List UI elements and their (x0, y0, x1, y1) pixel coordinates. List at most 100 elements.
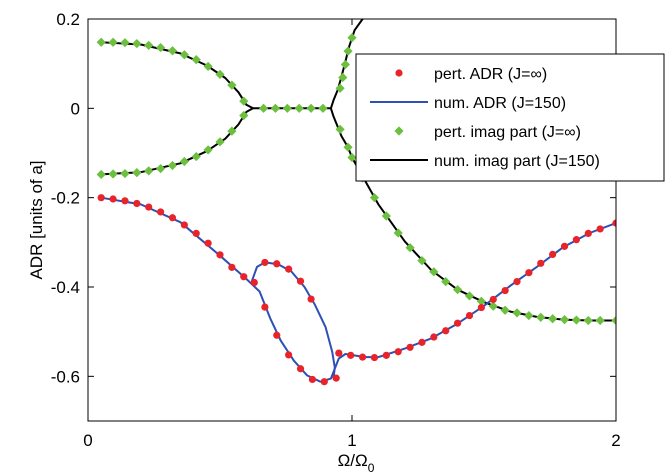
data-point-diamond (512, 308, 522, 318)
data-point-dot (109, 195, 117, 203)
data-point-diamond (167, 46, 178, 56)
data-point-dot (370, 353, 379, 362)
x-tick-label: 0 (83, 431, 92, 450)
data-point-dot (465, 311, 474, 320)
legend: pert. ADR (J=∞) num. ADR (J=150) pert. i… (355, 53, 665, 182)
data-point-diamond (536, 312, 546, 322)
data-point-diamond (500, 305, 510, 315)
data-point-dot (307, 295, 315, 303)
data-point-dot (477, 303, 485, 312)
data-point-dot (549, 250, 557, 258)
data-point-dot (560, 242, 569, 250)
data-point-diamond (167, 160, 178, 171)
data-point-diamond (393, 228, 403, 238)
data-point-dot (97, 194, 105, 202)
data-point-diamond (340, 59, 350, 70)
data-point-diamond (239, 96, 249, 106)
data-point-dot (285, 265, 293, 273)
data-point-diamond (270, 103, 281, 113)
data-point-diamond (120, 38, 130, 48)
data-point-diamond (335, 124, 345, 134)
data-point-diamond (318, 103, 328, 113)
data-point-diamond (405, 243, 415, 253)
data-point-diamond (294, 103, 304, 113)
data-point-diamond (179, 50, 189, 60)
data-point-diamond (548, 314, 558, 324)
data-point-diamond (571, 315, 581, 325)
data-point-dot (250, 278, 258, 287)
data-point-dot (216, 251, 224, 259)
x-tick-label: 2 (611, 431, 620, 450)
data-point-diamond (611, 315, 616, 326)
data-point-dot (168, 214, 177, 222)
data-point-dot (180, 221, 188, 229)
data-point-diamond (338, 72, 348, 83)
x-tick-label: 1 (347, 431, 356, 450)
data-point-dot (261, 303, 269, 311)
data-point-dot (525, 269, 533, 277)
x-axis-title: Ω/Ω0 (338, 451, 375, 475)
data-point-diamond (524, 310, 534, 321)
data-point-diamond (191, 55, 201, 65)
data-point-dot (382, 351, 390, 359)
series-layer (96, 19, 616, 386)
legend-marker-dot (395, 69, 403, 77)
data-point-diamond (108, 169, 118, 179)
data-point-diamond (417, 256, 427, 266)
data-point-diamond (203, 61, 213, 71)
y-tick-label: -0.2 (51, 189, 80, 208)
y-tick-label: -0.6 (51, 367, 80, 386)
data-point-diamond (429, 267, 439, 277)
data-point-dot (572, 236, 581, 244)
data-point-diamond (144, 40, 154, 50)
data-point-diamond (179, 156, 189, 167)
data-point-diamond (347, 33, 357, 43)
legend-marker-diamond (394, 126, 404, 136)
data-point-diamond (583, 315, 593, 326)
data-point-diamond (488, 301, 498, 311)
data-point-dot (296, 277, 305, 285)
data-point-diamond (559, 315, 570, 325)
data-point-dot (285, 351, 293, 359)
data-point-diamond (464, 291, 475, 301)
y-tick-label: 0.2 (56, 10, 80, 29)
y-axis-title: ADR [units of a] (27, 160, 46, 279)
tick-layer: 0 1 2 -0.6 -0.4 -0.2 0 0.2 (51, 10, 621, 450)
data-point-dot (320, 378, 328, 386)
data-point-dot (335, 349, 343, 357)
data-point-dot (394, 348, 402, 356)
data-point-dot (489, 295, 497, 304)
data-point-dot (308, 375, 316, 384)
data-point-dot (406, 343, 414, 351)
data-point-diamond (347, 152, 357, 163)
legend-label-2: pert. imag part (J=∞) (434, 124, 581, 141)
data-point-dot (513, 278, 521, 286)
data-point-dot (347, 351, 355, 359)
data-point-dot (430, 333, 438, 341)
data-point-diamond (156, 164, 166, 174)
data-point-diamond (381, 211, 391, 221)
data-point-dot (596, 225, 604, 233)
data-point-diamond (156, 42, 166, 53)
data-point-dot (454, 319, 462, 327)
data-point-dot (537, 259, 545, 267)
data-point-dot (418, 338, 426, 346)
data-point-diamond (215, 69, 225, 79)
data-point-diamond (191, 151, 201, 162)
data-point-diamond (215, 137, 225, 147)
x-axis-title-subscript: 0 (368, 461, 375, 475)
y-tick-label: 0 (71, 99, 80, 118)
data-point-dot (157, 208, 165, 216)
data-point-dot (612, 219, 616, 227)
data-point-diamond (306, 103, 316, 113)
data-point-diamond (227, 80, 237, 90)
y-tick-label: -0.4 (51, 278, 80, 297)
data-point-diamond (282, 103, 292, 113)
data-point-dot (240, 273, 248, 281)
data-point-diamond (343, 46, 353, 56)
data-point-dot (501, 286, 509, 295)
data-point-diamond (227, 126, 237, 136)
legend-label-1: num. ADR (J=150) (434, 95, 566, 112)
data-point-diamond (96, 37, 106, 47)
